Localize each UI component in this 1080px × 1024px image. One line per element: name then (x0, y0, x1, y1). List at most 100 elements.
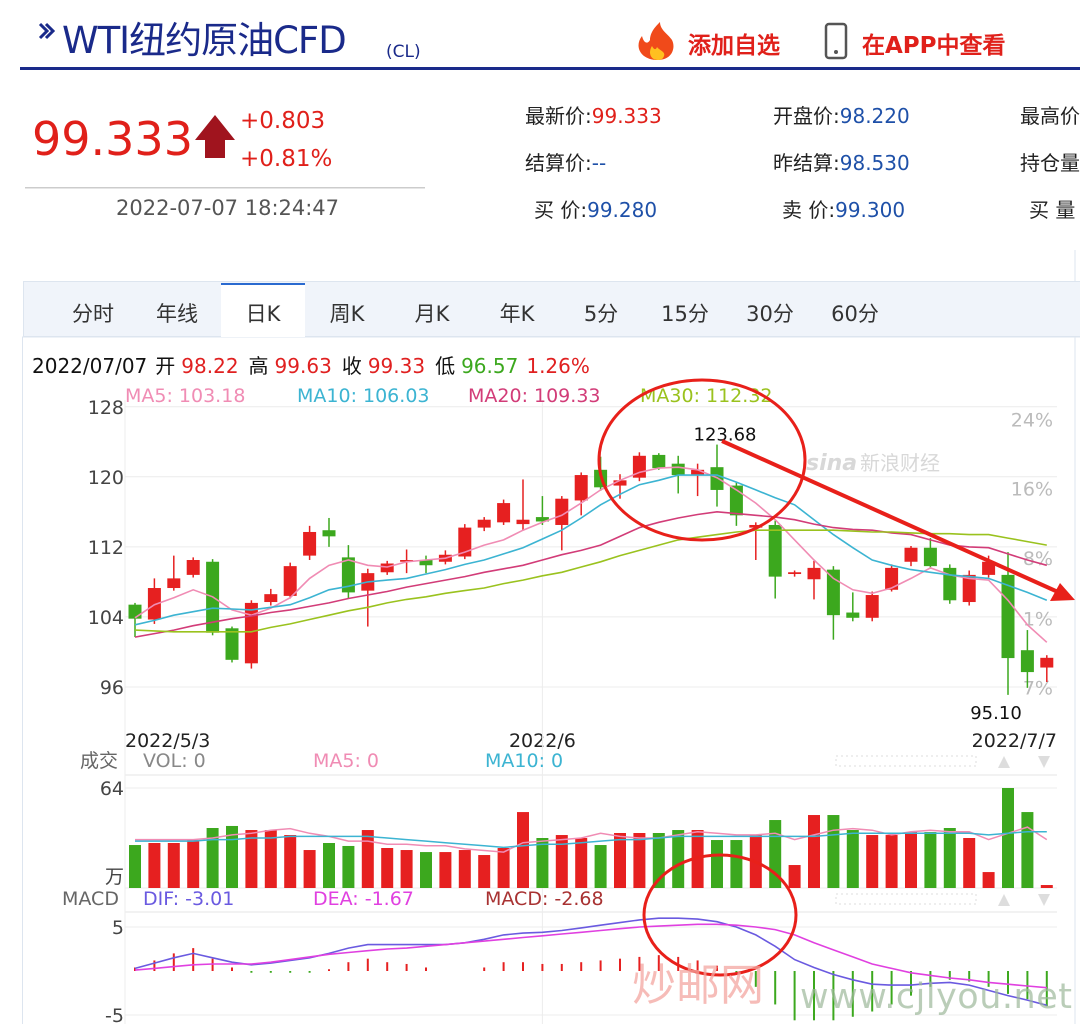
panel-up[interactable] (998, 756, 1010, 768)
field-value: 98.530 (839, 151, 910, 175)
candle-body (962, 574, 976, 603)
legend-entry: MA20: 109.33 (468, 385, 601, 407)
volume-bar (458, 850, 471, 888)
volume-bar (672, 830, 685, 888)
legend-entry: MA10: 106.03 (297, 385, 430, 407)
candle-body (400, 560, 414, 562)
y-tick-label: 96 (100, 677, 124, 699)
macd-line (134, 923, 1047, 989)
volume-bar (652, 833, 665, 888)
tab[interactable]: 年线 (156, 302, 198, 326)
fire-icon[interactable] (638, 22, 674, 60)
volume-bar (730, 840, 743, 888)
volume-bar (711, 840, 723, 888)
tab[interactable]: 15分 (661, 302, 709, 326)
volume-bar (148, 843, 161, 888)
info-label: 低 (435, 354, 455, 378)
y-tick-label: 5 (112, 917, 124, 939)
panel-down[interactable] (1038, 756, 1050, 768)
phone-icon[interactable] (824, 22, 848, 60)
volume-bar (264, 830, 277, 888)
candle-body (128, 604, 142, 619)
view-in-app[interactable]: 在APP中查看 (862, 33, 1006, 59)
field: 买 量 (1029, 194, 1080, 223)
volume-bar (129, 845, 141, 888)
tab[interactable]: 月K (414, 302, 450, 326)
panel-up[interactable] (998, 894, 1010, 906)
candle-body (865, 595, 879, 618)
tab[interactable]: 日K (245, 302, 281, 326)
tab[interactable]: 30分 (746, 302, 794, 326)
candle-body (283, 566, 297, 596)
candle-body (904, 547, 918, 562)
field-label: 结算价: (525, 151, 592, 175)
title: WTI纽约原油CFD (62, 19, 347, 62)
candle-body (923, 547, 937, 567)
volume-bar (633, 833, 646, 888)
change: +0.803 (240, 108, 326, 134)
field-value: 98.220 (839, 104, 910, 128)
volume-bar (1040, 885, 1053, 888)
y-tick-label: 万 (105, 866, 124, 888)
volume-bar (808, 815, 820, 888)
site-watermark: 炒邮网 (632, 960, 764, 1011)
tab[interactable]: 周K (329, 302, 365, 326)
volume-bar (245, 830, 258, 888)
info-label: 收 (342, 354, 362, 378)
tab[interactable]: 60分 (831, 302, 879, 326)
x-tick-label: 2022/5/3 (125, 730, 210, 752)
candle-body (303, 531, 317, 556)
tab[interactable]: 5分 (583, 302, 619, 326)
sina-watermark: 新浪财经 (860, 451, 940, 475)
ma-line (134, 529, 1047, 633)
volume-bar (381, 848, 394, 888)
tab[interactable]: 年K (499, 302, 535, 326)
y2-tick-label: 16% (1011, 479, 1053, 501)
volume-bar (1002, 788, 1014, 888)
volume-bar (924, 832, 937, 888)
volume-bar (536, 838, 549, 888)
chart-frame (22, 336, 1080, 1024)
candle-body (341, 557, 355, 593)
volume-bar (963, 838, 976, 888)
volume-bar (342, 845, 355, 888)
candle-body (497, 503, 511, 523)
phone-icon-button (834, 50, 838, 54)
y2-tick-label: 1% (1023, 608, 1053, 630)
volume-bar (846, 830, 859, 888)
volume-bar (361, 830, 374, 888)
candle-body (749, 524, 763, 528)
candle-body (380, 563, 394, 573)
change-pct: +0.81% (240, 146, 333, 172)
panel-down[interactable] (1038, 894, 1050, 906)
panel-title: MACD (62, 888, 119, 910)
field-value: 99.280 (587, 198, 658, 222)
volume-bar (323, 843, 335, 888)
volume-bar (866, 835, 879, 888)
legend-entry: MA5: 0 (313, 750, 379, 772)
volume-bar (614, 833, 626, 888)
field-value: 99.300 (835, 198, 906, 222)
volume-bar (788, 865, 801, 888)
tab[interactable]: 分时 (72, 302, 114, 326)
fire-icon-core (650, 46, 665, 60)
volume-bar (827, 815, 840, 888)
volume-bar (284, 835, 297, 888)
legend-entry: MA10: 0 (485, 750, 563, 772)
volume-bar (905, 832, 917, 888)
add-watchlist[interactable]: 添加自选 (688, 33, 780, 59)
info-date: 2022/07/07 (32, 354, 147, 378)
info-value: 99.33 (368, 354, 425, 378)
candle-body (186, 560, 200, 575)
panel-control (835, 893, 977, 905)
volume-bar (167, 843, 180, 888)
candle-body (826, 569, 840, 616)
y-tick-label: 120 (88, 467, 124, 489)
candle-body (1001, 574, 1015, 659)
candle-body (477, 519, 491, 528)
macd-line (134, 917, 1048, 1007)
candle-body (264, 594, 278, 603)
field-label: 买 量 (1029, 198, 1076, 222)
volume-bar (982, 872, 995, 888)
